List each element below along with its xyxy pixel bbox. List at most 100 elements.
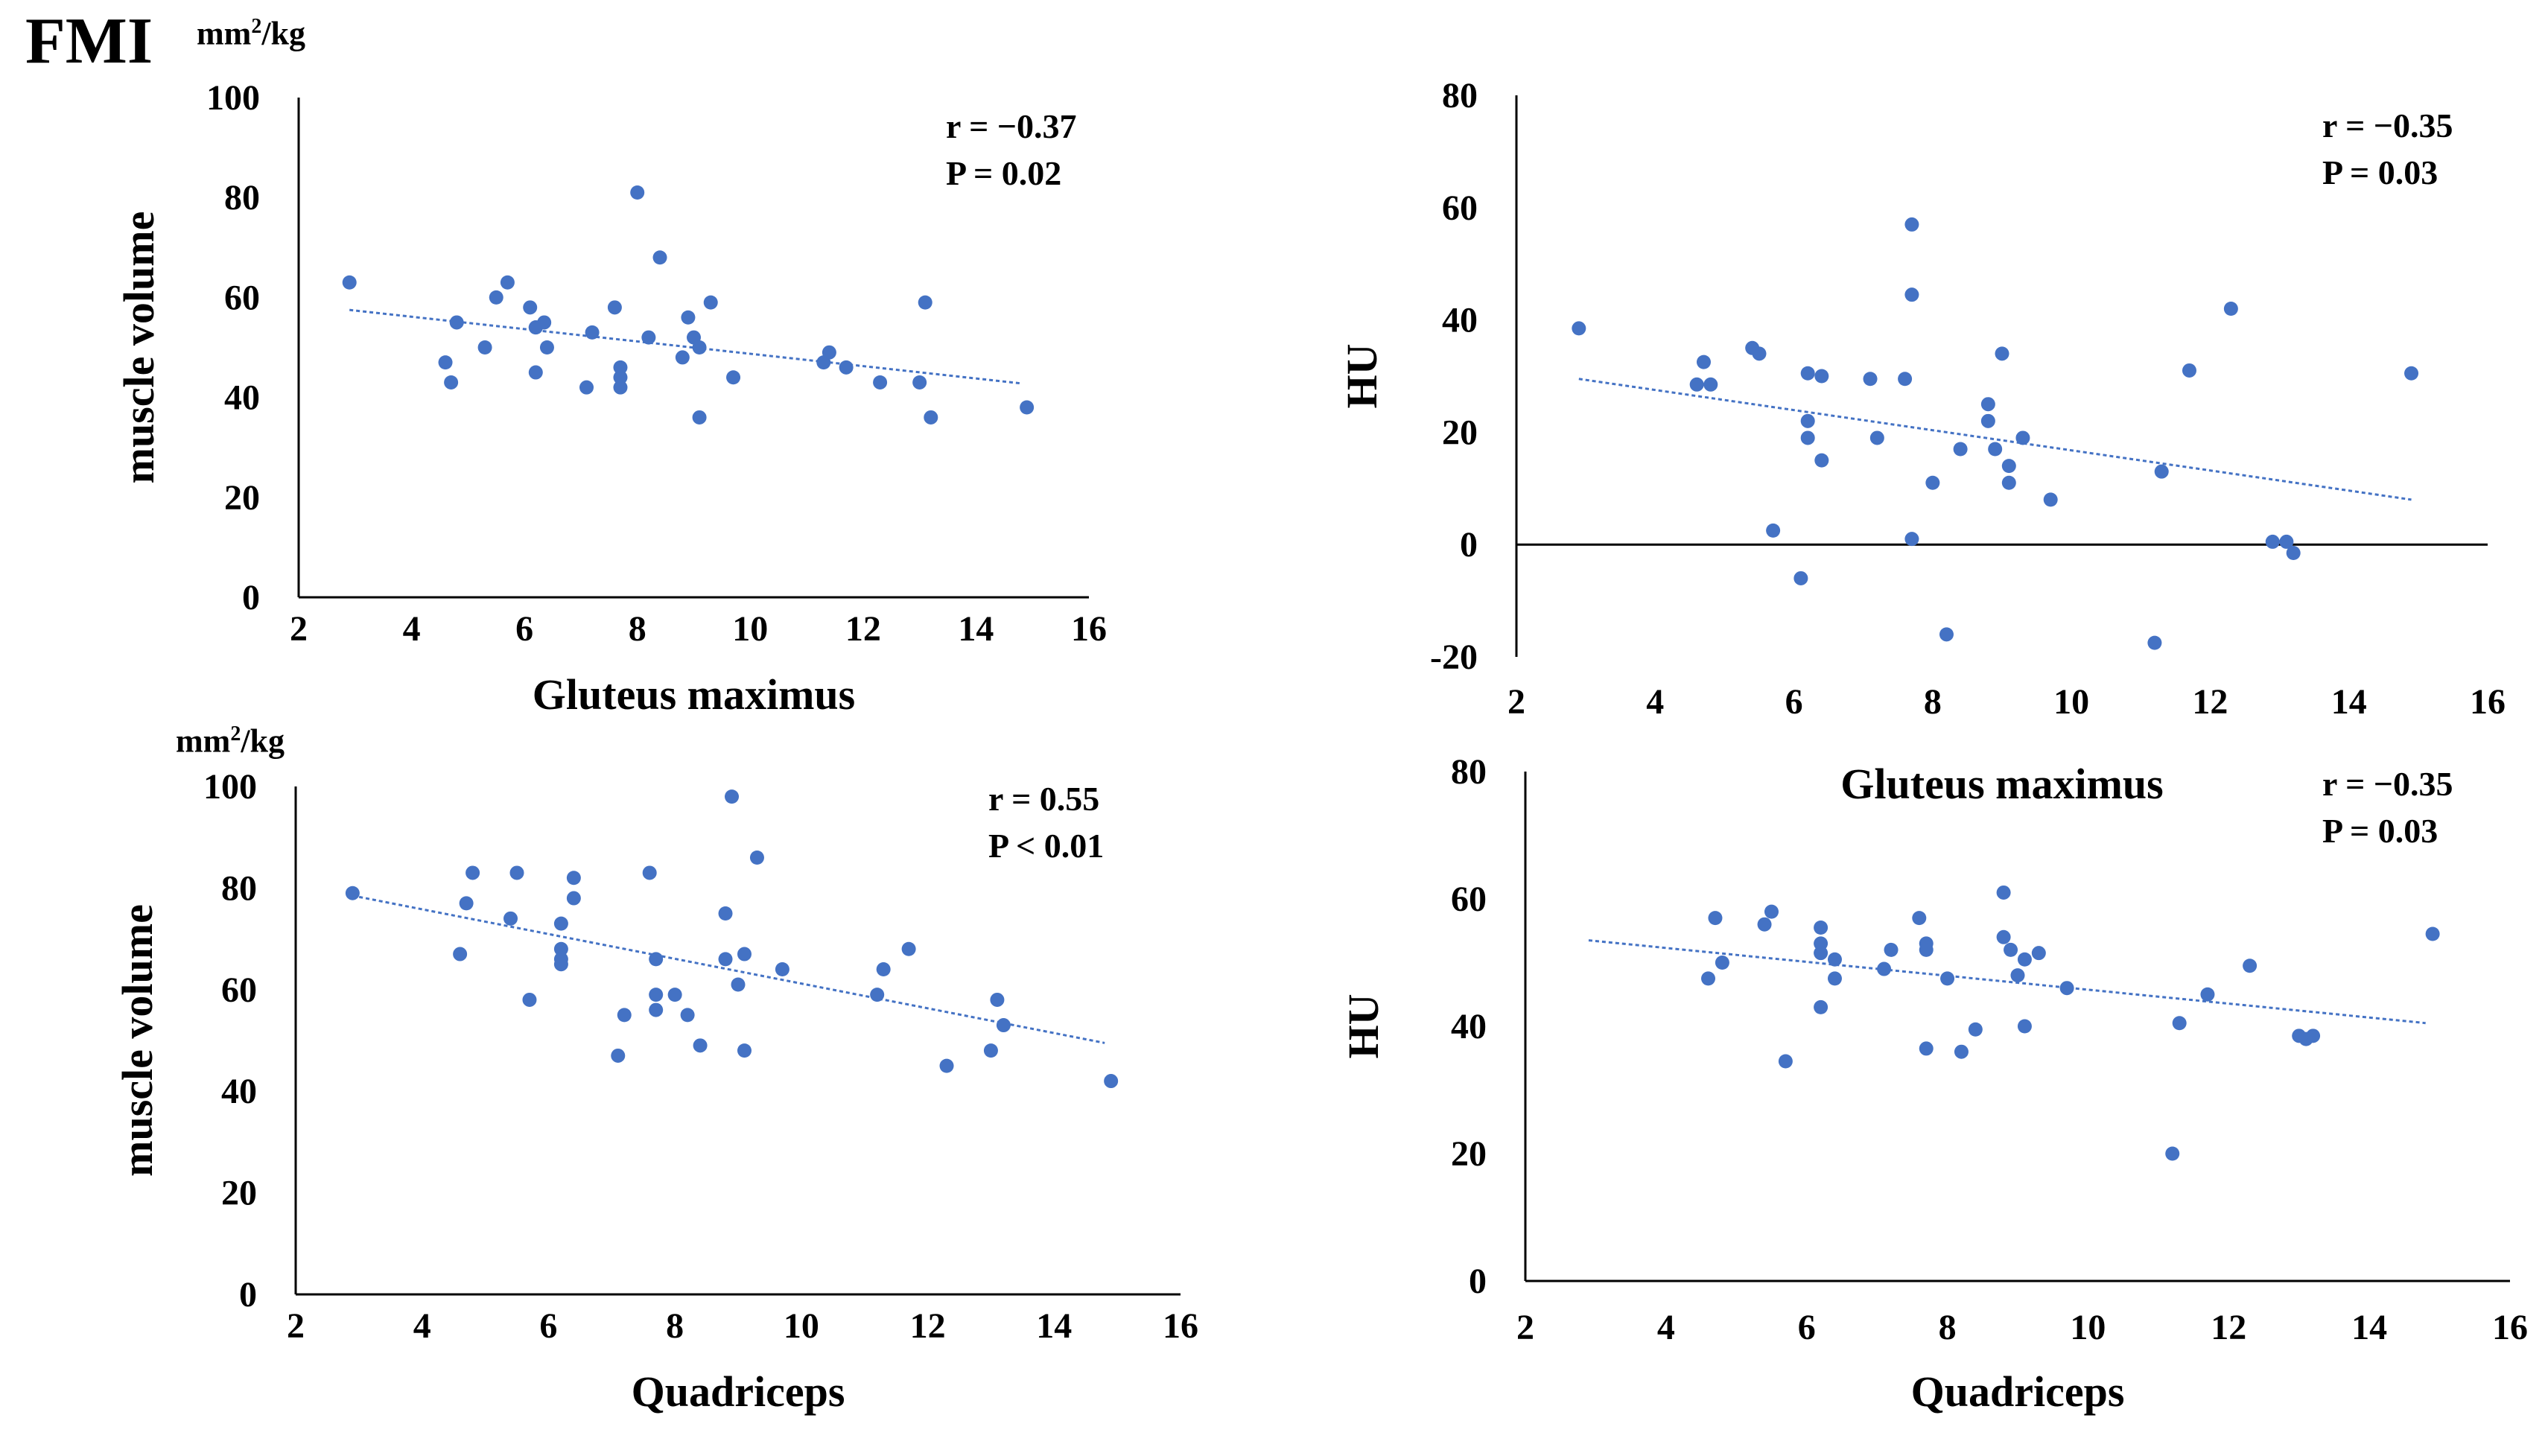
panel-4-x-tick-label: 6 (1798, 1308, 1816, 1347)
panel-4-data-point (2010, 968, 2025, 983)
panel-1-data-point (675, 350, 690, 365)
panel-3-y-tick-label: 40 (221, 1072, 257, 1111)
panel-1-data-point (342, 275, 357, 290)
panel-2-y-tick-label: 0 (1460, 525, 1478, 565)
panel-2-r-value: r = −0.35 (2322, 107, 2453, 144)
panel-4-data-point (1884, 942, 1899, 957)
panel-4-trendline (1588, 939, 2426, 1025)
panel-2-data-point (2043, 492, 2058, 507)
panel-1-data-point (652, 250, 667, 265)
panel-2-x-tick-label: 2 (1507, 682, 1525, 722)
panel-1-data-point (703, 295, 718, 310)
panel-2-data-point (1703, 377, 1718, 392)
panel-3-data-point (737, 947, 752, 961)
panel-4-data-point (2306, 1029, 2321, 1043)
panel-4-p-value: P = 0.03 (2322, 812, 2438, 850)
panel-2-data-point (2147, 635, 2162, 650)
panel-4-data-point (1877, 961, 1892, 976)
panel-4-data-point (1764, 904, 1779, 919)
panel-1-x-tick-label: 8 (629, 609, 646, 649)
panel-2-data-point (2001, 459, 2016, 474)
panel-1-data-point (537, 315, 552, 330)
panel-2-y-axis-title: HU (1338, 344, 1386, 409)
panel-3-data-point (939, 1058, 954, 1073)
panel-4-data-point (2243, 959, 2258, 973)
panel-2-data-point (1814, 369, 1829, 384)
panel-3-y-tick-label: 0 (239, 1275, 257, 1314)
panel-1-data-point (607, 300, 622, 315)
panel-2-y-tick-label: 20 (1442, 413, 1478, 452)
panel-3-data-point (983, 1043, 998, 1058)
panel-1-x-tick-label: 4 (403, 609, 421, 649)
panel-4-data-point (2200, 987, 2215, 1002)
panel-4-data-point (1827, 952, 1842, 967)
panel-2-data-point (1793, 570, 1808, 585)
panel-4-data-point (1814, 920, 1828, 935)
panel-3-data-point (725, 789, 740, 804)
panel-1-y-tick-label: 40 (224, 378, 260, 418)
panel-2-x-tick-label: 16 (2470, 682, 2506, 722)
panel-4-data-point (1919, 942, 1934, 957)
panel-2-x-tick-label: 4 (1646, 682, 1664, 722)
panel-4-data-point (1708, 911, 1723, 926)
panel-1-y-tick-label: 20 (224, 478, 260, 518)
panel-4-y-tick-label: 40 (1451, 1007, 1487, 1046)
panel-3-data-point (617, 1008, 632, 1023)
panel-2-data-point (1904, 287, 1919, 302)
panel-2-x-tick-label: 6 (1785, 682, 1803, 722)
panel-1-data-point (613, 360, 628, 375)
panel-2-data-point (2015, 430, 2030, 445)
panel-2-x-tick-label: 14 (2331, 682, 2367, 722)
panel-1-y-tick-label: 0 (242, 578, 260, 617)
panel-3-data-point (553, 957, 568, 972)
panel-3-y-tick-label: 100 (203, 767, 257, 807)
panel-1-y-tick-label: 100 (206, 78, 260, 118)
panel-4-data-point (1701, 971, 1716, 986)
panel-3-y-axis-title: muscle volume (113, 904, 162, 1177)
panel-3-data-point (522, 992, 537, 1007)
panel-2-data-point (1939, 627, 1954, 642)
panel-4-r-value: r = −0.35 (2322, 765, 2453, 803)
panel-4-x-tick-label: 12 (2211, 1308, 2246, 1347)
panel-4-data-point (2425, 926, 2440, 941)
panel-2-data-point (1689, 377, 1704, 392)
panel-3-trendline (352, 894, 1105, 1044)
panel-2-data-point (2404, 366, 2419, 381)
panel-3-y-tick-label: 80 (221, 868, 257, 908)
panel-2-data-point (1752, 346, 1767, 361)
panel-4-x-tick-label: 4 (1657, 1308, 1675, 1347)
panel-1-data-point (438, 355, 453, 370)
panel-3-data-point (553, 916, 568, 931)
panel-1-data-point (641, 330, 656, 345)
panel-2-x-axis-title: Gluteus maximus (1840, 760, 2163, 808)
panel-1-data-point (444, 375, 459, 390)
panel-1-data-point (523, 300, 538, 315)
panel-2-data-point (1904, 532, 1919, 547)
panel-3-data-point (876, 962, 891, 977)
panel-4-data-point (1912, 911, 1927, 926)
panel-4-data-point (2059, 981, 2074, 996)
panel-3-data-point (649, 1002, 664, 1017)
panel-3-data-point (667, 988, 682, 1002)
panel-1-data-point (924, 410, 938, 425)
panel-3-data-point (459, 896, 474, 911)
panel-4-data-point (1814, 999, 1828, 1014)
panel-3-data-point (749, 850, 764, 865)
panel-2-data-point (1995, 346, 2009, 361)
panel-1-data-point (630, 185, 645, 200)
panel-4-x-tick-label: 10 (2070, 1308, 2106, 1347)
panel-4-data-point (1968, 1022, 1983, 1037)
panel-3-data-point (718, 952, 733, 967)
panel-2-x-tick-label: 10 (2053, 682, 2089, 722)
panel-4-data-point (1827, 971, 1842, 986)
panel-4-y-axis-title: HU (1339, 994, 1388, 1059)
panel-3-data-point (649, 988, 664, 1002)
panel-2-x-tick-label: 8 (1924, 682, 1942, 722)
panel-1-data-point (1020, 400, 1035, 415)
panel-3-data-point (775, 962, 789, 977)
panel-2-y-tick-label: 40 (1442, 301, 1478, 340)
panel-1-data-point (839, 360, 854, 375)
panel-2-data-point (1869, 430, 1884, 445)
panel-2-data-point (1800, 413, 1815, 428)
